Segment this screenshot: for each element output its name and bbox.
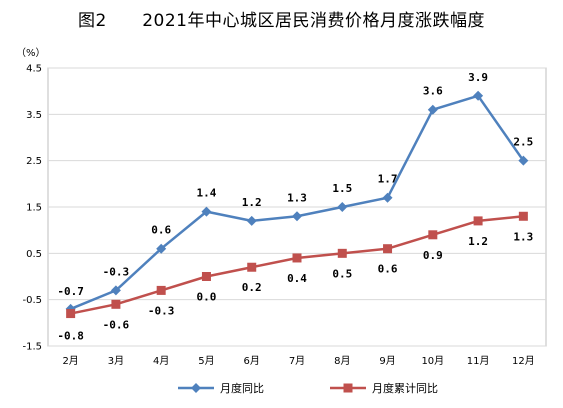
data-labels: -0.7 -0.3 0.6 1.4 1.2 1.3 1.5 1.7 3.6 3.9 2.5 -0.8 -… bbox=[57, 71, 533, 343]
data-label-series-2: 0.0 bbox=[197, 291, 217, 304]
data-point-series-1 bbox=[201, 206, 212, 217]
data-point-series-2 bbox=[66, 309, 76, 319]
y-tick-label: 1.5 bbox=[26, 203, 42, 214]
data-label-series-1: 1.7 bbox=[378, 173, 398, 186]
legend-item-series-1: 月度同比 bbox=[178, 378, 264, 398]
y-tick-label: -1.5 bbox=[22, 342, 42, 353]
x-tick-label: 9月 bbox=[379, 355, 395, 367]
data-label-series-1: 3.9 bbox=[468, 71, 488, 84]
legend-marker-square-icon bbox=[330, 383, 366, 393]
data-point-series-1 bbox=[292, 211, 302, 222]
data-point-series-2 bbox=[292, 253, 302, 263]
data-point-series-2 bbox=[201, 272, 211, 281]
data-label-series-2: 0.6 bbox=[378, 263, 398, 276]
data-label-series-1: 1.5 bbox=[332, 182, 352, 195]
data-point-series-2 bbox=[111, 299, 121, 309]
legend-marker-diamond-icon bbox=[178, 383, 214, 393]
x-tick-label: 10月 bbox=[421, 355, 444, 367]
y-tick-label: 2.5 bbox=[26, 156, 42, 167]
legend-label-series-2: 月度累计同比 bbox=[372, 382, 438, 395]
data-label-series-1: 1.2 bbox=[242, 196, 262, 209]
data-label-series-1: 3.6 bbox=[423, 85, 443, 98]
data-label-series-2: 1.3 bbox=[513, 230, 533, 243]
data-point-series-2 bbox=[247, 262, 257, 272]
data-label-series-1: 2.5 bbox=[513, 136, 533, 149]
data-point-series-1 bbox=[337, 202, 348, 212]
legend-label-series-1: 月度同比 bbox=[220, 382, 264, 395]
x-tick-label: 2月 bbox=[62, 355, 78, 367]
data-point-series-1 bbox=[427, 104, 438, 115]
x-axis-ticks: 2月 3月 4月 5月 6月 7月 8月 9月 10月 11月 12月 bbox=[62, 355, 534, 367]
data-point-series-1 bbox=[110, 285, 121, 296]
data-label-series-2: 0.4 bbox=[287, 272, 307, 285]
x-tick-label: 3月 bbox=[108, 355, 124, 367]
data-point-series-1 bbox=[382, 192, 393, 203]
x-tick-label: 8月 bbox=[334, 355, 350, 367]
data-label-series-1: -0.7 bbox=[57, 285, 84, 298]
series-layer bbox=[65, 90, 529, 319]
x-tick-label: 11月 bbox=[467, 355, 490, 367]
y-tick-label: 4.5 bbox=[26, 64, 42, 75]
y-axis-ticks: 4.5 3.5 2.5 1.5 0.5 -0.5 -1.5 bbox=[22, 64, 42, 353]
x-tick-label: 7月 bbox=[289, 355, 305, 367]
data-label-series-2: -0.8 bbox=[57, 330, 84, 343]
data-point-series-2 bbox=[518, 211, 528, 221]
data-label-series-2: -0.6 bbox=[103, 318, 130, 331]
x-tick-label: 12月 bbox=[512, 355, 535, 367]
data-label-series-2: 0.2 bbox=[242, 281, 262, 294]
data-label-series-2: 0.9 bbox=[423, 249, 443, 262]
data-point-series-1 bbox=[473, 90, 484, 101]
legend: 月度同比 月度累计同比 bbox=[0, 378, 563, 398]
y-tick-label: -0.5 bbox=[22, 295, 42, 306]
y-tick-label: 3.5 bbox=[26, 110, 42, 121]
x-tick-label: 4月 bbox=[153, 355, 169, 367]
data-point-series-1 bbox=[246, 215, 257, 226]
data-label-series-1: 1.3 bbox=[287, 191, 307, 204]
data-label-series-1: 1.4 bbox=[197, 187, 217, 200]
y-axis-unit-label: （%） bbox=[16, 48, 46, 59]
data-label-series-1: 0.6 bbox=[151, 224, 171, 237]
y-tick-label: 0.5 bbox=[26, 249, 42, 260]
data-point-series-2 bbox=[473, 216, 483, 226]
data-label-series-2: -0.3 bbox=[148, 304, 175, 317]
data-point-series-2 bbox=[383, 244, 393, 254]
data-point-series-1 bbox=[156, 243, 167, 254]
chart-title: 图2 2021年中心城区居民消费价格月度涨跌幅度 bbox=[77, 11, 485, 31]
data-label-series-2: 0.5 bbox=[332, 267, 352, 280]
x-tick-label: 6月 bbox=[244, 355, 260, 367]
data-point-series-1 bbox=[518, 155, 529, 166]
data-label-series-2: 1.2 bbox=[468, 235, 488, 248]
data-label-series-1: -0.3 bbox=[103, 265, 130, 278]
legend-item-series-2: 月度累计同比 bbox=[330, 378, 438, 398]
data-point-series-2 bbox=[428, 230, 438, 240]
data-point-series-2 bbox=[337, 248, 347, 258]
x-tick-label: 5月 bbox=[198, 355, 214, 367]
data-point-series-2 bbox=[156, 285, 166, 295]
